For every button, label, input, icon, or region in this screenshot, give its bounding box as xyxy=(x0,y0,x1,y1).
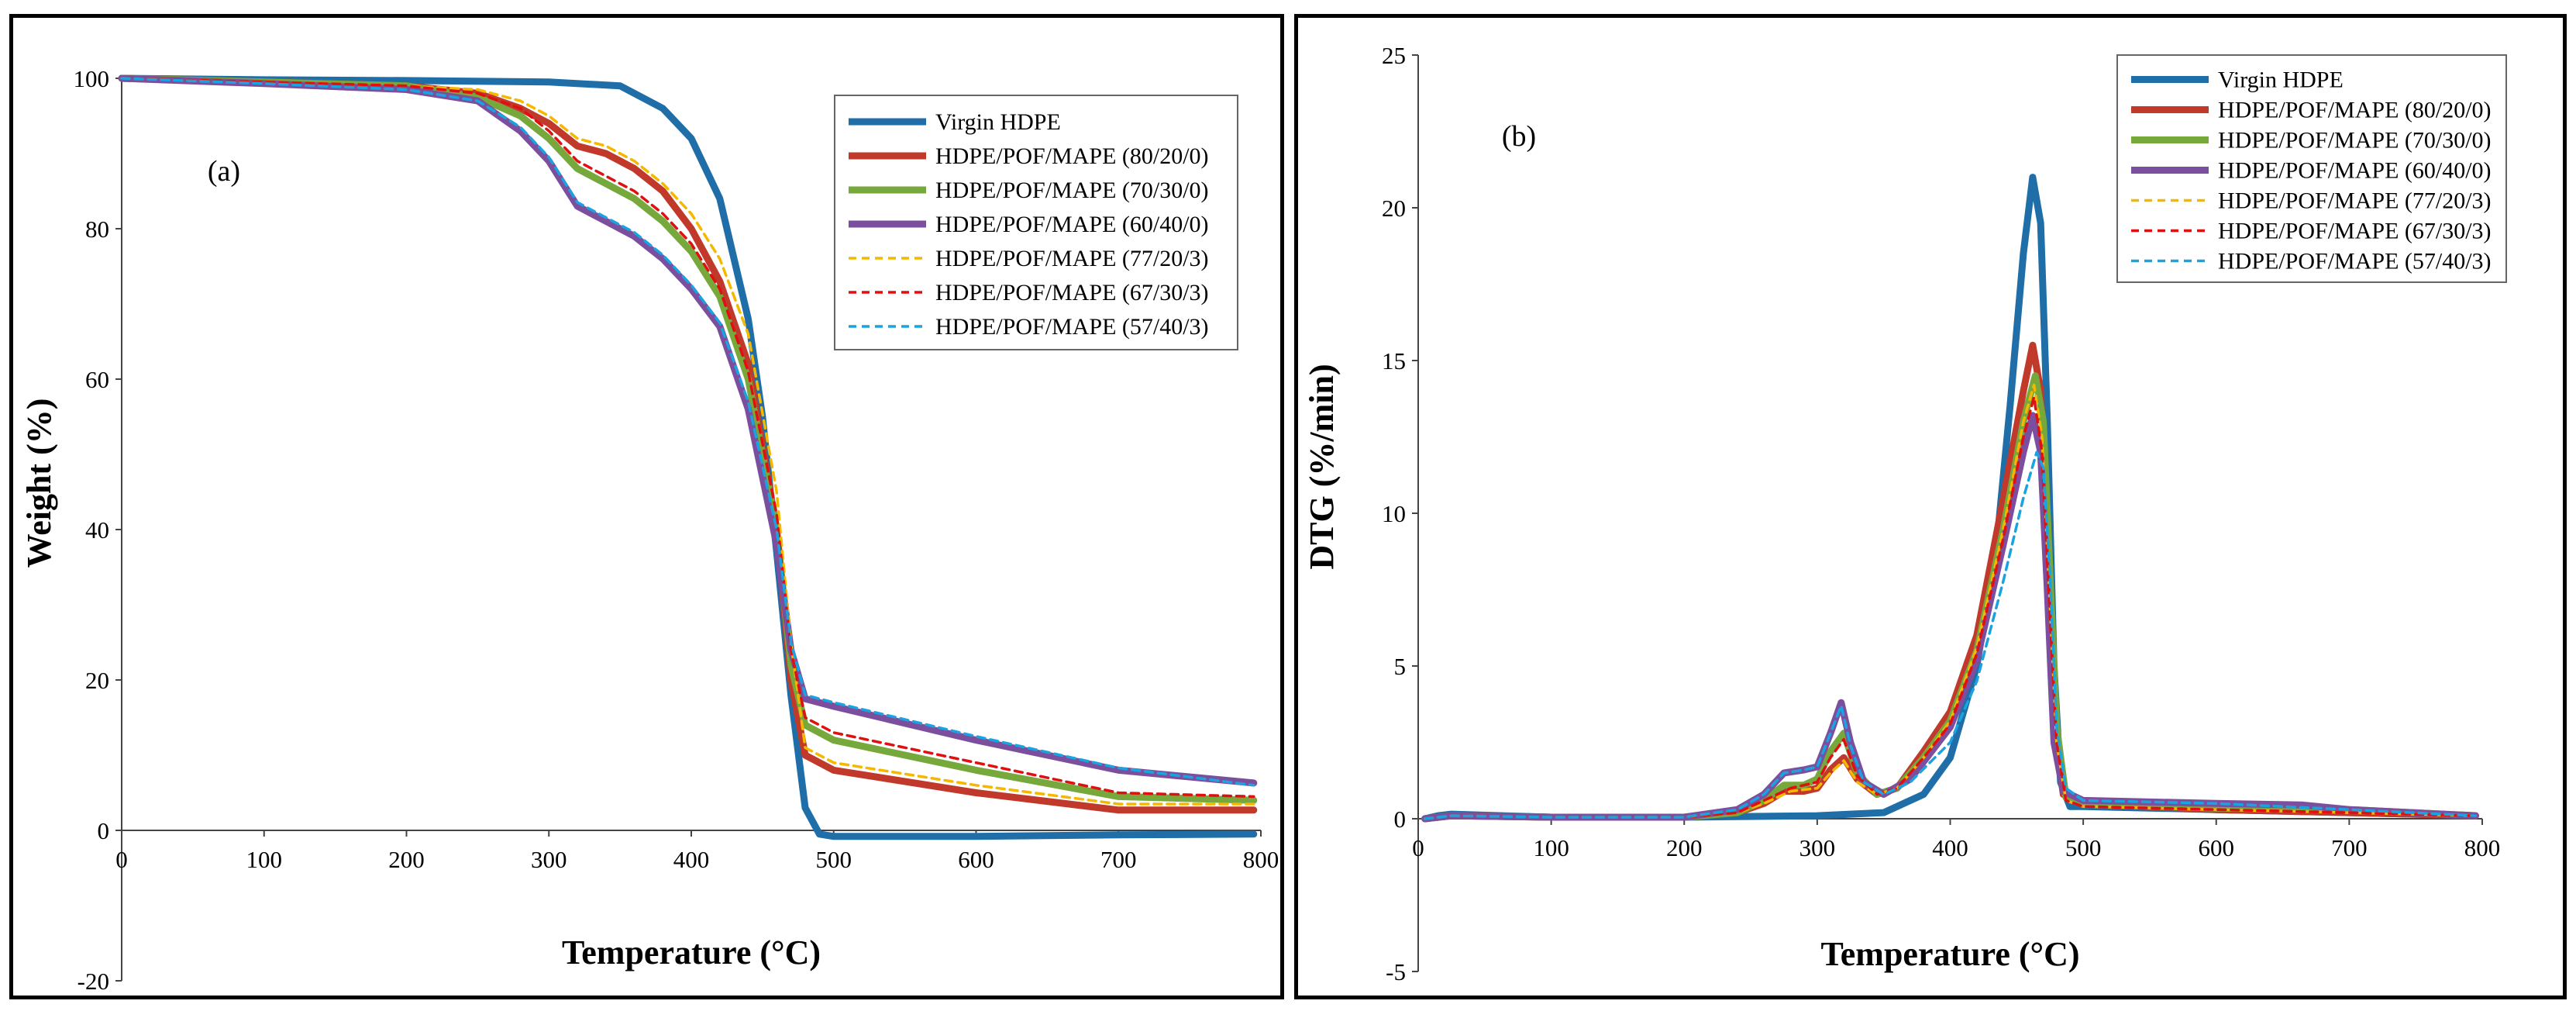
y-tick-label: 0 xyxy=(1394,806,1407,833)
y-tick-label: 15 xyxy=(1382,347,1406,374)
x-tick-label: 0 xyxy=(1412,834,1424,861)
legend-label: HDPE/POF/MAPE (70/30/0) xyxy=(935,178,1209,203)
series-line-5 xyxy=(120,77,1255,806)
x-tick-label: 800 xyxy=(1243,846,1279,873)
x-tick-label: 500 xyxy=(816,846,852,873)
tga-chart: -20 0 20 40 60 80 100 0 100 200 300 400 500 600 700 800… xyxy=(20,65,1279,995)
y-tick-label: 0 xyxy=(98,817,110,844)
legend-label: HDPE/POF/MAPE (77/20/3) xyxy=(2218,188,2492,214)
y-tick-label: -5 xyxy=(1386,958,1406,985)
y-tick-label: 5 xyxy=(1394,653,1407,680)
legend-label: HDPE/POF/MAPE (60/40/0) xyxy=(935,212,1209,237)
y-axis-title: DTG (%/min) xyxy=(1303,364,1341,569)
series-line-3 xyxy=(118,74,1258,804)
y-tick-label: 20 xyxy=(85,667,109,694)
x-axis-title: Temperature (°C) xyxy=(1820,935,2079,973)
series-line-6 xyxy=(120,77,1255,799)
panel-a: -20 0 20 40 60 80 100 0 100 200 300 400 500 600 700 800… xyxy=(9,14,1284,999)
y-tick-label: 10 xyxy=(1382,500,1406,527)
legend-label: HDPE/POF/MAPE (80/20/0) xyxy=(2218,98,2492,123)
legend-label: HDPE/POF/MAPE (67/30/3) xyxy=(2218,219,2492,244)
legend-label: HDPE/POF/MAPE (57/40/3) xyxy=(2218,249,2492,274)
x-tick-label: 700 xyxy=(1100,846,1137,873)
legend-label: HDPE/POF/MAPE (60/40/0) xyxy=(2218,158,2492,184)
y-tick-label: 20 xyxy=(1382,195,1406,222)
x-tick-label: 100 xyxy=(1533,834,1569,861)
legend-label: Virgin HDPE xyxy=(2218,67,2344,93)
series-line-4 xyxy=(118,74,1258,787)
x-tick-label: 200 xyxy=(388,846,425,873)
legend-label: HDPE/POF/MAPE (77/20/3) xyxy=(935,246,1209,271)
x-tick-label: 200 xyxy=(1666,834,1703,861)
panel-label: (a) xyxy=(208,155,240,188)
x-tick-label: 100 xyxy=(246,846,283,873)
x-tick-label: 700 xyxy=(2331,834,2368,861)
x-tick-label: 400 xyxy=(673,846,710,873)
x-tick-label: 600 xyxy=(2199,834,2235,861)
x-tick-label: 300 xyxy=(531,846,567,873)
y-tick-label: -20 xyxy=(77,968,109,995)
y-tick-label: 100 xyxy=(74,65,110,92)
series-line-7 xyxy=(120,77,1255,787)
series-line-6 xyxy=(1423,395,2478,820)
x-tick-label: 800 xyxy=(2464,834,2501,861)
legend-label: HDPE/POF/MAPE (80/20/0) xyxy=(935,143,1209,169)
x-tick-label: 400 xyxy=(1932,834,1968,861)
series-line-7 xyxy=(1423,450,2478,820)
y-tick-label: 25 xyxy=(1382,42,1406,69)
dtg-chart: -5 0 5 10 15 20 25 0 100 200 300 400 500 600 700 800 Tem… xyxy=(1303,42,2507,985)
panel-label: (b) xyxy=(1502,120,1536,153)
x-tick-label: 0 xyxy=(115,846,128,873)
legend-label: HDPE/POF/MAPE (70/30/0) xyxy=(2218,128,2492,154)
y-tick-label: 80 xyxy=(85,216,109,243)
x-axis-title: Temperature (°C) xyxy=(562,933,821,971)
legend-label: HDPE/POF/MAPE (67/30/3) xyxy=(935,280,1209,305)
y-axis-title: Weight (%) xyxy=(20,399,58,568)
x-tick-label: 600 xyxy=(958,846,994,873)
x-tick-label: 500 xyxy=(2065,834,2102,861)
x-tick-label: 300 xyxy=(1799,834,1836,861)
legend-label: HDPE/POF/MAPE (57/40/3) xyxy=(935,314,1209,340)
y-tick-label: 40 xyxy=(85,516,109,544)
y-tick-label: 60 xyxy=(85,366,109,393)
panel-b: -5 0 5 10 15 20 25 0 100 200 300 400 500 600 700 800 Tem… xyxy=(1294,14,2567,999)
legend-label: Virgin HDPE xyxy=(935,109,1061,135)
